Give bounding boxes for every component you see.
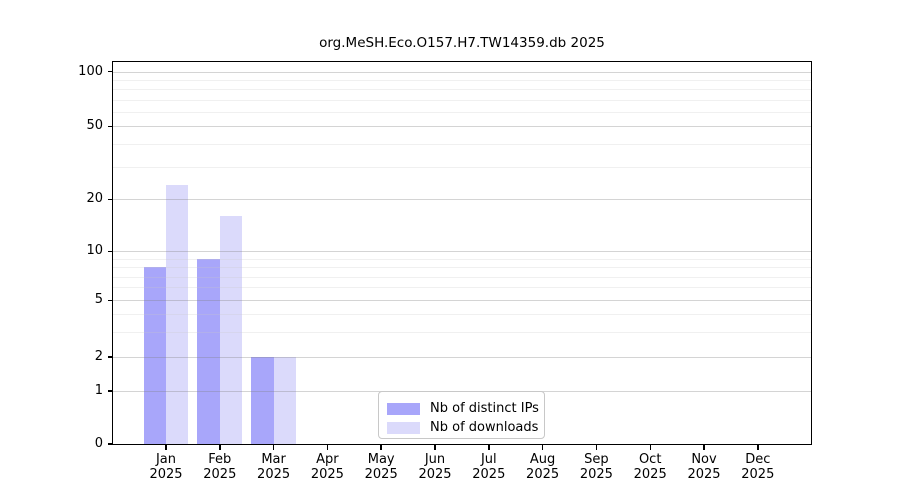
legend-swatch-distinct-ips — [387, 402, 420, 415]
x-tick-mark-sep — [595, 444, 598, 450]
x-axis-tick-label-feb: Feb 2025 — [188, 452, 252, 482]
major-gridline-5 — [113, 300, 811, 302]
legend-label-distinct-ips: Nb of distinct IPs — [430, 401, 539, 416]
y-tick-mark-20 — [108, 198, 113, 200]
y-tick-mark-5 — [108, 299, 113, 301]
x-axis-tick-year: 2025 — [257, 466, 291, 482]
y-axis-tick-label-2: 2 — [94, 349, 103, 364]
x-axis-tick-label-oct: Oct 2025 — [618, 452, 682, 482]
y-tick-mark-2 — [108, 356, 113, 358]
x-axis-tick-year: 2025 — [526, 466, 560, 482]
x-axis-tick-year: 2025 — [149, 466, 183, 482]
x-axis-tick-label-jan: Jan 2025 — [134, 452, 198, 482]
minor-gridline — [113, 144, 811, 146]
x-axis-tick-label-jul: Jul 2025 — [457, 452, 521, 482]
y-tick-mark-10 — [108, 250, 113, 252]
minor-gridline — [113, 111, 811, 113]
minor-gridline — [113, 89, 811, 91]
y-axis-tick-label-20: 20 — [86, 191, 103, 207]
legend-row-downloads: Nb of downloads — [379, 418, 544, 437]
bar-distinct-ips-mar — [251, 357, 274, 444]
x-axis-tick-label-aug: Aug 2025 — [511, 452, 575, 482]
legend-row-distinct-ips: Nb of distinct IPs — [379, 399, 544, 418]
y-axis-tick-label-10: 10 — [86, 243, 103, 259]
x-tick-mark-dec — [757, 444, 759, 450]
x-tick-mark-oct — [649, 444, 651, 450]
major-gridline-100 — [113, 71, 811, 73]
minor-gridline — [113, 79, 811, 81]
x-axis-tick-year: 2025 — [633, 466, 667, 482]
y-axis-tick-label-0: 0 — [94, 436, 103, 451]
y-tick-mark-0 — [108, 443, 113, 445]
minor-gridline — [113, 287, 811, 289]
x-tick-mark-may — [380, 444, 382, 450]
legend: Nb of distinct IPs Nb of downloads — [378, 391, 545, 439]
chart-title: org.MeSH.Eco.O157.H7.TW14359.db 2025 — [319, 35, 605, 51]
bar-downloads-mar — [273, 357, 296, 444]
x-axis-tick-label-may: May 2025 — [349, 452, 413, 482]
y-axis-tick-label-50: 50 — [86, 118, 103, 134]
bar-distinct-ips-feb — [197, 258, 220, 444]
minor-gridline — [113, 314, 811, 316]
x-tick-mark-jul — [488, 444, 490, 450]
x-tick-mark-apr — [326, 444, 329, 450]
x-tick-mark-nov — [703, 444, 705, 450]
y-axis-tick-label-100: 100 — [78, 63, 103, 79]
x-tick-mark-aug — [541, 444, 544, 450]
y-axis-tick-label-5: 5 — [94, 292, 103, 308]
x-axis-tick-year: 2025 — [203, 466, 237, 482]
x-axis-tick-label-nov: Nov 2025 — [672, 452, 736, 482]
x-axis-tick-year: 2025 — [741, 466, 775, 482]
x-tick-mark-feb — [219, 444, 221, 450]
x-tick-mark-mar — [272, 444, 275, 450]
y-tick-mark-50 — [108, 125, 113, 127]
major-gridline-2 — [113, 357, 811, 358]
minor-gridline — [113, 276, 811, 278]
x-axis-tick-year: 2025 — [364, 466, 398, 482]
x-axis-tick-year: 2025 — [579, 466, 613, 482]
x-axis-tick-label-dec: Dec 2025 — [726, 452, 790, 482]
major-gridline-50 — [113, 126, 811, 128]
x-axis-tick-label-jun: Jun 2025 — [403, 452, 467, 482]
minor-gridline — [113, 267, 811, 269]
x-tick-mark-jan — [165, 444, 167, 450]
minor-gridline — [113, 331, 811, 333]
y-tick-mark-1 — [108, 390, 113, 392]
bar-downloads-feb — [219, 216, 243, 444]
minor-gridline — [113, 167, 811, 168]
major-gridline-20 — [113, 199, 811, 201]
plot-area: org.MeSH.Eco.O157.H7.TW14359.db 2025 Nb … — [78, 35, 812, 481]
y-axis-tick-label-1: 1 — [94, 383, 103, 398]
x-axis-tick-label-sep: Sep 2025 — [564, 452, 628, 482]
x-axis-tick-year: 2025 — [472, 466, 506, 482]
minor-gridline — [113, 99, 811, 101]
x-axis-tick-label-mar: Mar 2025 — [242, 452, 306, 482]
major-gridline-10 — [113, 251, 811, 253]
legend-label-downloads: Nb of downloads — [430, 420, 539, 435]
bar-distinct-ips-jan — [143, 267, 166, 444]
x-axis-tick-label-apr: Apr 2025 — [295, 452, 359, 482]
x-axis-tick-year: 2025 — [310, 466, 344, 482]
x-tick-mark-jun — [434, 444, 436, 450]
minor-gridline — [113, 258, 811, 260]
x-axis-tick-year: 2025 — [687, 466, 721, 482]
y-tick-mark-100 — [108, 70, 113, 73]
legend-swatch-downloads — [387, 421, 420, 434]
x-axis-tick-year: 2025 — [418, 466, 452, 482]
bar-downloads-jan — [166, 184, 189, 444]
